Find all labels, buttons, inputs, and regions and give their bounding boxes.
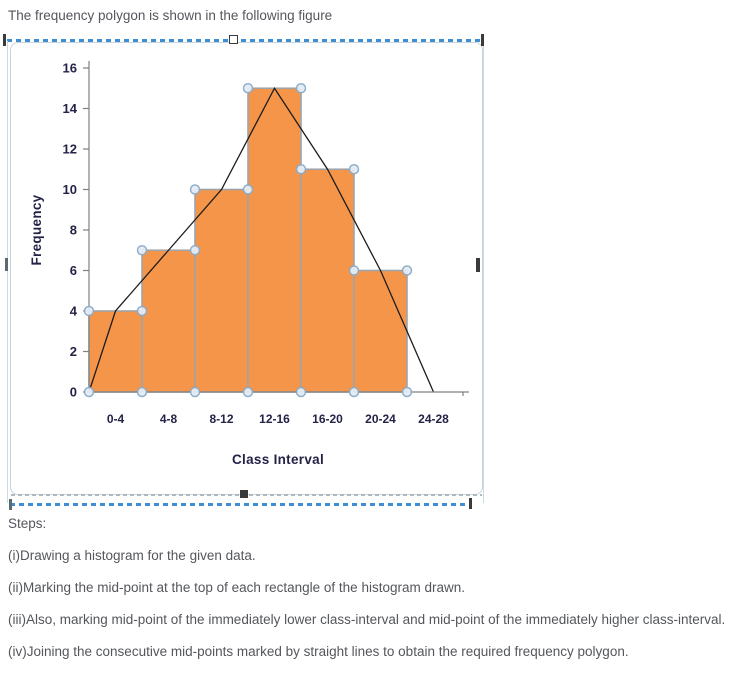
x-tick-label: 4-8 bbox=[160, 412, 178, 426]
step-item: (iii)Also, marking mid-point of the imme… bbox=[8, 612, 726, 627]
point-marker bbox=[348, 265, 360, 276]
step-item: (i)Drawing a histogram for the given dat… bbox=[8, 548, 256, 563]
point-marker bbox=[242, 83, 254, 94]
point-marker bbox=[136, 245, 148, 256]
resize-handle-top-left[interactable] bbox=[3, 34, 6, 46]
y-tick-label: 12 bbox=[63, 142, 77, 157]
y-tick-label: 16 bbox=[63, 61, 77, 76]
y-tick-label: 4 bbox=[70, 304, 78, 319]
x-tick-label: 24-28 bbox=[418, 412, 449, 426]
step-item: (ii)Marking the mid-point at the top of … bbox=[8, 580, 465, 595]
figure-selection[interactable]: 0 2 4 6 8 10 12 14 16 0-4 4-8 8-12 12-16 16-20 20-24 24… bbox=[0, 0, 748, 515]
histogram-bar bbox=[194, 188, 249, 393]
point-marker bbox=[295, 164, 307, 175]
resize-handle-left-middle[interactable] bbox=[5, 258, 8, 271]
y-tick-label: 2 bbox=[70, 344, 77, 359]
y-axis-title: Frequency bbox=[29, 194, 44, 265]
x-tick-label: 0-4 bbox=[107, 412, 125, 426]
point-marker bbox=[295, 386, 307, 398]
histogram-bar bbox=[353, 269, 408, 393]
x-tick-label: 20-24 bbox=[365, 412, 396, 426]
y-tick-label: 6 bbox=[70, 263, 77, 278]
histogram-bar bbox=[88, 310, 143, 393]
point-marker bbox=[242, 184, 254, 195]
frequency-polygon-line bbox=[88, 86, 435, 393]
point-marker bbox=[189, 386, 201, 398]
selection-border-left bbox=[7, 41, 8, 503]
resize-handle-bottom-left[interactable] bbox=[9, 499, 12, 510]
chart-image[interactable]: 0 2 4 6 8 10 12 14 16 0-4 4-8 8-12 12-16 16-20 20-24 24… bbox=[10, 42, 483, 495]
point-marker bbox=[189, 184, 201, 195]
y-tick-label: 8 bbox=[70, 223, 77, 238]
point-marker bbox=[83, 386, 95, 398]
point-marker bbox=[189, 245, 201, 256]
point-marker bbox=[242, 386, 254, 398]
resize-handle-top-right[interactable] bbox=[481, 34, 484, 46]
histogram-bar bbox=[247, 87, 302, 393]
x-tick-label: 8-12 bbox=[209, 412, 233, 426]
histogram-bar bbox=[300, 168, 355, 393]
point-marker bbox=[83, 305, 95, 317]
point-marker bbox=[295, 83, 307, 94]
point-marker bbox=[401, 265, 413, 276]
resize-handle-top-center[interactable] bbox=[229, 35, 238, 44]
x-tick-label: 12-16 bbox=[259, 412, 290, 426]
point-marker bbox=[348, 164, 360, 175]
selection-border-right bbox=[483, 41, 484, 503]
selection-border-top bbox=[7, 39, 484, 42]
intro-text: The frequency polygon is shown in the fo… bbox=[8, 8, 333, 23]
y-tick-label: 0 bbox=[70, 385, 77, 400]
point-marker bbox=[136, 305, 148, 317]
resize-handle-bottom-right[interactable] bbox=[469, 498, 472, 509]
x-axis-title: Class Interval bbox=[232, 452, 324, 467]
histogram-bar bbox=[141, 249, 196, 393]
histogram-chart: 0 2 4 6 8 10 12 14 16 0-4 4-8 8-12 12-16 16-20 20-24 24… bbox=[29, 61, 469, 467]
resize-handle-bottom-center[interactable] bbox=[240, 490, 248, 498]
y-tick-label: 10 bbox=[63, 182, 77, 197]
point-marker bbox=[136, 386, 148, 398]
resize-handle-right-middle[interactable] bbox=[476, 258, 480, 272]
point-marker bbox=[348, 386, 360, 398]
x-tick-label: 16-20 bbox=[312, 412, 343, 426]
selection-border-bottom bbox=[10, 503, 472, 506]
y-tick-label: 14 bbox=[63, 101, 78, 116]
steps-section: Steps: (i)Drawing a histogram for the gi… bbox=[8, 514, 748, 674]
step-item: (iv)Joining the consecutive mid-points m… bbox=[8, 644, 629, 659]
point-marker bbox=[401, 386, 413, 398]
steps-heading: Steps: bbox=[8, 516, 47, 531]
